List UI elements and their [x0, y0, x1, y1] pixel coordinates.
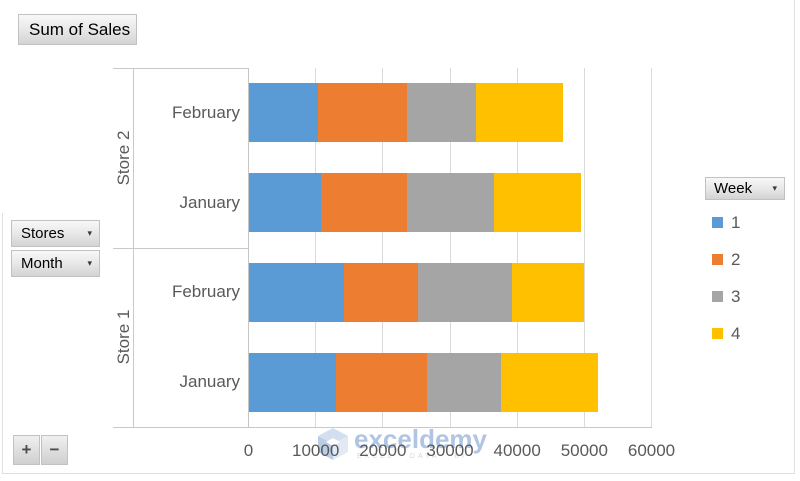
watermark-tagline: EXCEL · DATA · BI — [357, 453, 467, 460]
x-tick-label: 40000 — [493, 441, 541, 460]
vertical-gridline — [449, 68, 451, 427]
bar-segment-week2[interactable] — [317, 83, 407, 143]
legend-item-label: 2 — [731, 249, 741, 269]
legend-item-label: 4 — [731, 323, 741, 343]
vertical-gridline — [382, 68, 384, 427]
week-field-label: Week — [714, 180, 753, 197]
expand-field-button[interactable]: + — [13, 435, 40, 465]
month-field-button[interactable]: Month ▾ — [11, 250, 100, 277]
bar-segment-week2[interactable] — [344, 262, 419, 322]
vertical-gridline — [315, 68, 317, 427]
legend-item[interactable]: 2 — [712, 248, 740, 270]
bar-segment-week4[interactable] — [500, 352, 598, 412]
legend-swatch-icon — [712, 327, 723, 339]
store-axis-label: Store 1 — [114, 309, 133, 365]
vertical-gridline — [583, 68, 585, 427]
vertical-gridline — [651, 68, 652, 427]
legend-swatch-icon — [712, 216, 723, 228]
legend-swatch-icon — [712, 253, 723, 265]
watermark-brand: exceldemy — [354, 424, 487, 454]
x-tick-label: 10000 — [292, 441, 340, 460]
x-tick-label: 60000 — [627, 441, 676, 460]
value-field-button[interactable]: Sum of Sales — [18, 14, 137, 45]
axis-tier-line-top — [113, 68, 249, 69]
x-tick-label: 0 — [243, 441, 254, 460]
watermark: exceldemy EXCEL · DATA · BI — [316, 426, 487, 462]
x-tick-label: 50000 — [560, 441, 608, 460]
chart-frame-left — [2, 213, 3, 473]
x-tick-label: 20000 — [359, 441, 407, 460]
store-axis-label: Store 2 — [114, 130, 133, 186]
value-field-label: Sum of Sales — [29, 19, 131, 39]
legend-item[interactable]: 4 — [712, 322, 740, 344]
bar-segment-week2[interactable] — [320, 173, 407, 233]
bar-segment-week3[interactable] — [406, 173, 495, 233]
bar-segment-week3[interactable] — [418, 262, 513, 322]
month-axis-label: February — [171, 102, 240, 122]
value-axis-line — [248, 68, 249, 427]
chart-frame-bottom — [2, 473, 795, 474]
bar-segment-week2[interactable] — [336, 352, 427, 412]
stores-field-label: Stores — [21, 225, 65, 242]
minus-icon: − — [49, 440, 60, 459]
chevron-down-icon: ▾ — [87, 258, 92, 268]
bar-segment-week1[interactable] — [249, 173, 321, 233]
legend-item-label: 1 — [731, 212, 741, 232]
chevron-down-icon: ▾ — [87, 228, 92, 238]
month-axis-label: January — [179, 372, 240, 392]
bar-segment-week1[interactable] — [249, 83, 318, 143]
month-field-label: Month — [21, 255, 63, 272]
plus-icon: + — [21, 440, 32, 459]
week-legend-field-button[interactable]: Week ▾ — [705, 177, 785, 200]
bar-segment-week4[interactable] — [476, 83, 563, 143]
bar-segment-week3[interactable] — [426, 352, 501, 412]
watermark-cube-icon — [318, 428, 348, 460]
bar-segment-week1[interactable] — [249, 262, 345, 322]
collapse-field-button[interactable]: − — [41, 435, 68, 465]
month-axis-label: February — [171, 282, 240, 302]
vertical-gridline — [516, 68, 518, 427]
bar-segment-week4[interactable] — [494, 173, 582, 233]
stores-field-button[interactable]: Stores ▾ — [11, 220, 100, 247]
month-axis-label: January — [179, 192, 240, 212]
legend-item-label: 3 — [731, 286, 741, 306]
bar-segment-week1[interactable] — [249, 352, 337, 412]
legend-item[interactable]: 3 — [712, 285, 740, 307]
bar-segment-week4[interactable] — [512, 262, 585, 322]
legend-swatch-icon — [712, 290, 723, 302]
bar-segment-week3[interactable] — [406, 83, 476, 143]
axis-tier-line-separator — [113, 247, 249, 249]
category-axis-bottom-line — [113, 427, 652, 428]
x-tick-label: 30000 — [426, 441, 474, 460]
chevron-down-icon: ▾ — [772, 183, 777, 193]
chart-frame-right — [794, 0, 795, 473]
legend-item[interactable]: 1 — [712, 211, 740, 233]
